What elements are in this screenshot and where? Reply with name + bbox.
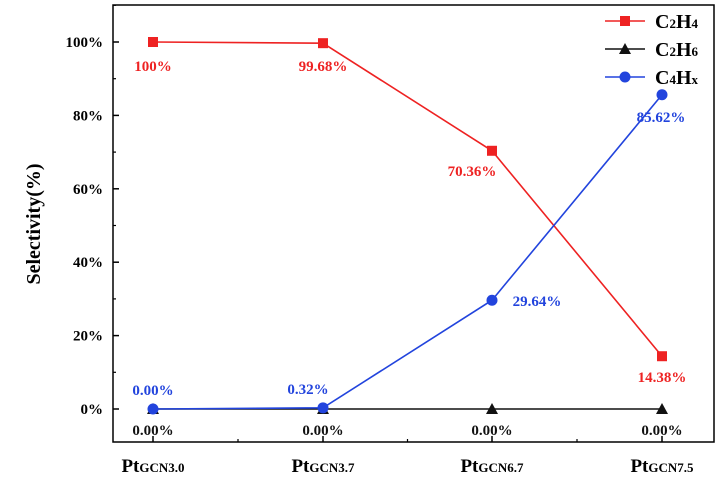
legend-label: C2H4	[655, 11, 699, 33]
legend-label-part: H	[676, 67, 692, 89]
data-point-marker	[656, 89, 668, 101]
data-label: 99.68%	[299, 59, 348, 75]
data-point-marker	[486, 403, 498, 414]
y-axis-label: Selectivity(%)	[23, 163, 45, 284]
y-tick-label: 40%	[73, 255, 103, 271]
series-c4hx: 0.00% 0.32% 29.64% 85.62%	[132, 89, 686, 415]
data-label: 0.00%	[471, 423, 512, 439]
legend-label: C2H6	[655, 39, 699, 61]
data-point-marker	[656, 403, 668, 414]
legend-label-part: C	[655, 39, 669, 61]
series-line	[152, 94, 663, 410]
data-label: 0.00%	[641, 423, 682, 439]
data-point-marker	[486, 294, 498, 306]
data-label: 100%	[134, 59, 172, 75]
y-tick-label: 60%	[73, 182, 103, 198]
legend-label: C4Hx	[655, 67, 699, 89]
plot-frame	[112, 4, 715, 443]
data-point-marker	[487, 145, 497, 156]
x-tick-label: PtGCN3.0	[121, 456, 184, 477]
y-axis: 0% 20% 40% 60% 80% 100%	[66, 4, 119, 418]
x-tick-label-sub: GCN3.7	[309, 460, 355, 475]
data-point-marker	[147, 403, 159, 415]
legend-label-sub: 2	[669, 16, 676, 31]
data-label: 0.32%	[287, 382, 328, 398]
legend-label-part: C	[655, 11, 669, 33]
legend-item-c4hx: C4Hx	[605, 67, 699, 89]
x-tick-label: PtGCN3.7	[291, 456, 355, 477]
data-label: 0.00%	[132, 383, 173, 399]
legend-item-c2h6: C2H6	[605, 39, 699, 61]
data-label: 0.00%	[132, 423, 173, 439]
legend-label-part: C	[655, 67, 669, 89]
data-point-marker	[317, 402, 329, 414]
y-tick-label: 0%	[81, 402, 104, 418]
x-tick-label-base: Pt	[121, 456, 140, 477]
x-tick-label-base: Pt	[630, 456, 649, 477]
series-line	[152, 41, 663, 357]
y-tick-label: 80%	[73, 108, 103, 124]
x-tick-label-sub: GCN6.7	[478, 460, 524, 475]
x-axis: PtGCN3.0 PtGCN3.7 PtGCN6.7 PtGCN7.5	[121, 436, 694, 477]
data-point-marker	[148, 37, 158, 47]
x-tick-label: PtGCN6.7	[460, 456, 524, 477]
legend-label-sub: 4	[692, 16, 699, 31]
y-tick-label: 20%	[73, 329, 103, 345]
data-label: 70.36%	[448, 164, 497, 180]
legend-label-sub: 6	[692, 44, 699, 59]
data-point-marker	[619, 43, 631, 54]
data-point-marker	[657, 351, 667, 362]
x-tick-label-base: Pt	[291, 456, 310, 477]
x-tick-label-sub: GCN7.5	[648, 460, 694, 475]
data-point-marker	[318, 38, 328, 49]
data-label: 14.38%	[638, 370, 687, 386]
legend-item-c2h4: C2H4	[605, 11, 699, 33]
legend-label-part: H	[676, 39, 692, 61]
x-tick-label: PtGCN7.5	[630, 456, 694, 477]
y-tick-label: 100%	[66, 35, 104, 51]
x-tick-label-sub: GCN3.0	[139, 460, 184, 475]
data-label: 85.62%	[637, 110, 686, 126]
legend-label-part: H	[676, 11, 692, 33]
series-layer: 0.00% 0.00% 0.00% 0.00% 100% 99.68% 70.36% 14.3…	[132, 37, 686, 439]
series-c2h4: 100% 99.68% 70.36% 14.38%	[134, 37, 686, 386]
data-label: 0.00%	[302, 423, 343, 439]
data-point-marker	[619, 71, 631, 83]
x-tick-label-base: Pt	[460, 456, 479, 477]
legend-label-sub: x	[692, 72, 699, 87]
legend-label-sub: 4	[669, 72, 676, 87]
legend-label-sub: 2	[669, 44, 676, 59]
data-label: 29.64%	[513, 294, 562, 310]
data-point-marker	[620, 16, 630, 26]
